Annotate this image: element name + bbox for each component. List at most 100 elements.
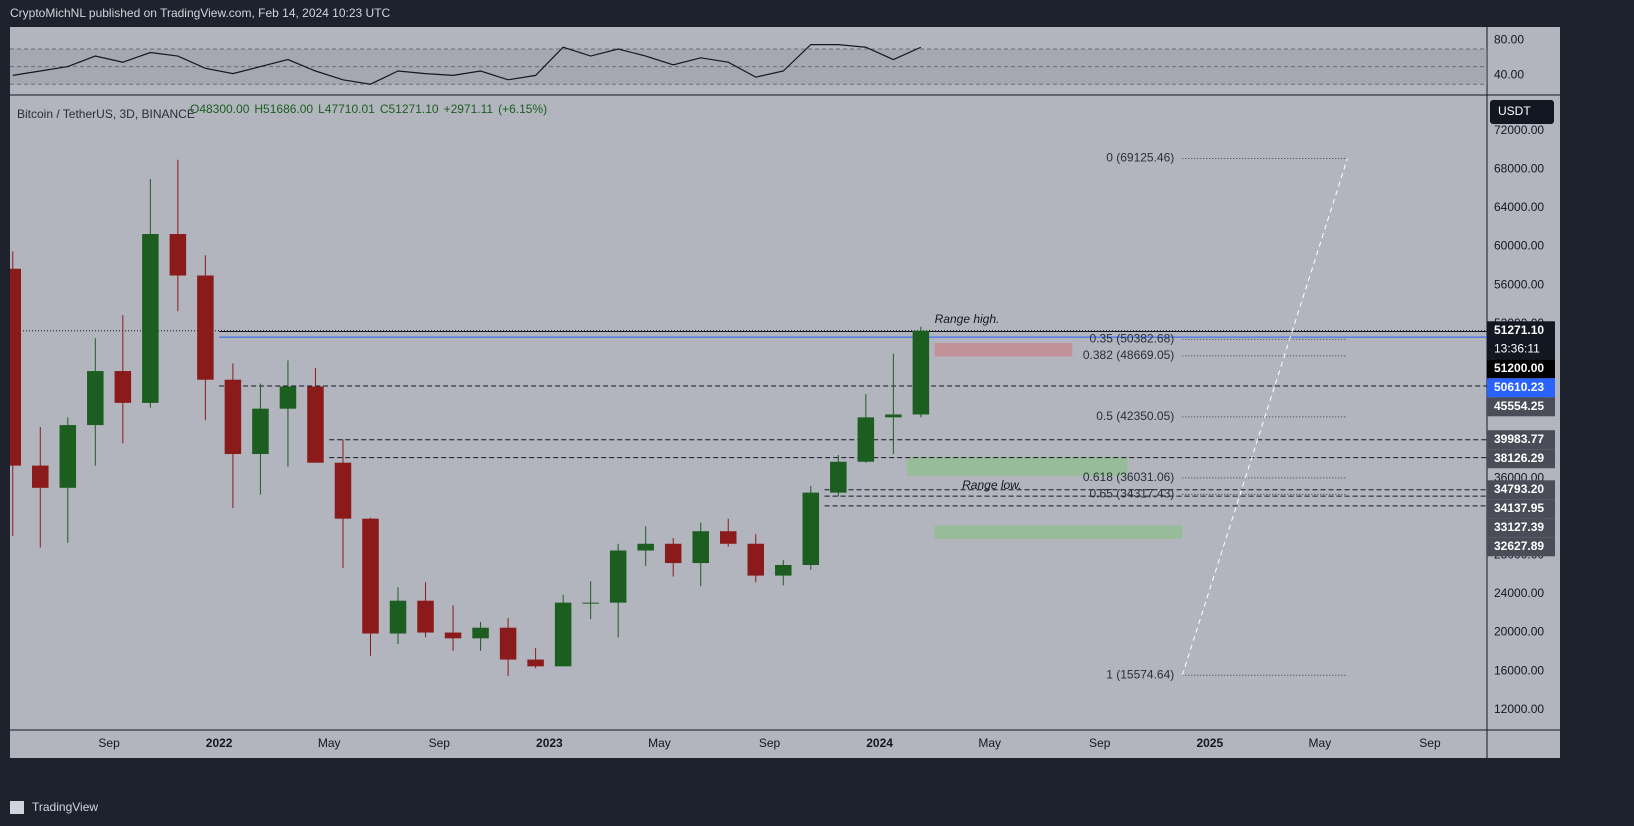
candle-body (912, 330, 930, 415)
candle-body (747, 543, 765, 576)
candle-body (692, 531, 709, 564)
candle-body (252, 408, 269, 455)
candle-body (830, 461, 847, 493)
zone-box (934, 343, 1073, 357)
price-label: 33127.39 (1494, 520, 1544, 534)
candle-body (802, 492, 820, 565)
y-tick-label: 12000.00 (1494, 702, 1544, 716)
candle-body (224, 379, 242, 455)
zone-box (907, 456, 1128, 476)
candle-body (10, 268, 22, 466)
candle-body (307, 386, 324, 463)
zone-box (934, 525, 1183, 539)
candle-body (582, 602, 599, 604)
price-label-box (1487, 430, 1555, 450)
price-label: 38126.29 (1494, 451, 1544, 465)
overlay: 80.00 40.00 12000.00 16000.00 20000.00 24000.… (98, 32, 1555, 750)
y-tick-label: 56000.00 (1494, 277, 1544, 291)
currency-button[interactable] (1490, 100, 1554, 124)
countdown: 13:36:11 (1494, 341, 1540, 355)
ohlc-value: O48300.00 (190, 102, 250, 116)
price-label-box (1487, 518, 1555, 538)
ohlc-value: (+6.15%) (498, 102, 547, 116)
price-label-box (1487, 378, 1555, 398)
fib-label: 0.35 (50382.68) (1090, 332, 1175, 346)
price-label: 39983.77 (1494, 432, 1544, 446)
candle-body (472, 627, 489, 639)
x-tick-label: May (978, 736, 1001, 750)
candle-body (664, 543, 682, 564)
price-label: 51200.00 (1494, 361, 1544, 375)
x-tick-label: May (1309, 736, 1332, 750)
y-tick-label: 60000.00 (1494, 239, 1544, 253)
price-label: 34793.20 (1494, 482, 1544, 496)
candle-body (334, 462, 352, 519)
candle-body (499, 627, 517, 660)
y-tick-label: 16000.00 (1494, 663, 1544, 677)
x-tick-label: Sep (1419, 736, 1441, 750)
candle-body (114, 371, 132, 403)
price-label-box (1487, 449, 1555, 469)
plot: 0 (69125.46) 0.35 (50382.68) 0.382 (48669.… (10, 44, 1487, 681)
price-label: 51271.10 (1494, 323, 1544, 337)
candle-body (417, 600, 434, 633)
trend-line (1181, 158, 1348, 676)
ohlc-value: C51271.10 (380, 102, 439, 116)
annotation: Range high. (935, 312, 1000, 326)
y-tick-label: 24000.00 (1494, 586, 1544, 600)
price-label-box (1487, 499, 1555, 519)
x-tick-label: 2022 (206, 736, 233, 750)
candle-body (279, 386, 297, 409)
price-label-box (1487, 480, 1555, 500)
rsi-line (12, 44, 922, 85)
ohlc-value: H51686.00 (254, 102, 313, 116)
annotation: Range low. (962, 478, 1021, 492)
fib-label: 0.618 (36031.06) (1083, 470, 1174, 484)
candle-body (169, 234, 187, 276)
y-tick-label: 68000.00 (1494, 162, 1544, 176)
x-tick-label: Sep (429, 736, 451, 750)
candle-body (87, 371, 104, 426)
price-label: 32627.89 (1494, 539, 1544, 553)
x-tick-label: Sep (98, 736, 120, 750)
candle-body (885, 414, 902, 418)
y-tick-label: 72000.00 (1494, 123, 1544, 137)
price-label-box (1487, 537, 1555, 557)
candle-body (775, 564, 792, 576)
fib-label: 1 (15574.64) (1106, 667, 1174, 681)
candle-body (609, 550, 627, 603)
x-tick-label: Sep (1089, 736, 1111, 750)
symbol-title: Bitcoin / TetherUS, 3D, BINANCE (17, 107, 195, 121)
candle-body (142, 234, 159, 403)
fib-label: 0 (69125.46) (1106, 151, 1174, 165)
price-label: 34137.95 (1494, 501, 1544, 515)
candle-body (389, 600, 407, 634)
fib-label: 0.5 (42350.05) (1096, 409, 1174, 423)
candle-body (719, 531, 737, 544)
ohlc-value: +2971.11 (444, 102, 494, 116)
price-label: 45554.25 (1494, 399, 1544, 413)
candle-body (362, 518, 379, 634)
y-tick-label: 20000.00 (1494, 625, 1544, 639)
fib-label: 0.65 (34317.43) (1090, 487, 1175, 501)
ohlc-value: L47710.01 (318, 102, 375, 116)
candle-body (857, 417, 875, 462)
logo (10, 801, 24, 814)
x-tick-label: 2024 (866, 736, 893, 750)
price-label-box (1487, 397, 1555, 417)
rsi-tick-label: 80.00 (1494, 32, 1524, 46)
currency[interactable]: USDT (1498, 104, 1531, 118)
y-tick-label: 64000.00 (1494, 200, 1544, 214)
footer: TradingView (32, 800, 98, 814)
x-tick-label: 2025 (1196, 736, 1223, 750)
fib-label: 0.382 (48669.05) (1083, 348, 1174, 362)
candle-body (444, 632, 462, 639)
x-tick-label: 2023 (536, 736, 563, 750)
candle-body (637, 543, 654, 551)
x-tick-label: Sep (759, 736, 781, 750)
header: CryptoMichNL published on TradingView.co… (10, 6, 391, 20)
candle-body (554, 602, 572, 667)
x-tick-label: May (318, 736, 341, 750)
price-label-box (1487, 359, 1555, 379)
